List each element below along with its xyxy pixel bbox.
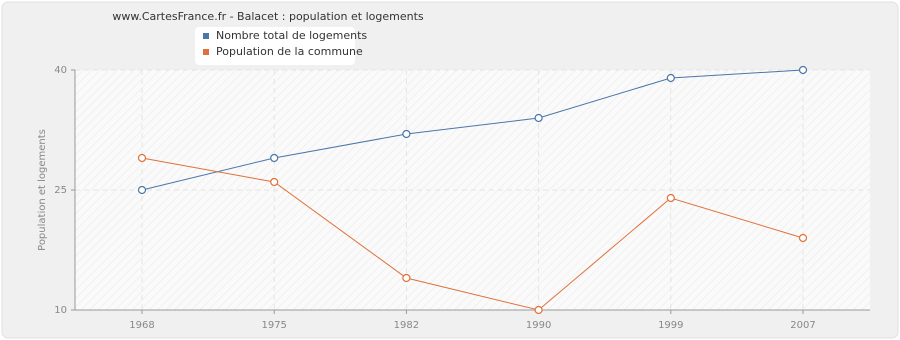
y-tick-label: 25 — [54, 185, 67, 196]
legend-swatch — [203, 33, 209, 39]
x-tick-label: 1975 — [261, 320, 286, 331]
x-tick-label: 2007 — [790, 320, 815, 331]
series-line — [141, 69, 804, 191]
y-tick-label: 10 — [54, 305, 67, 316]
legend-label: Nombre total de logements — [216, 29, 367, 42]
legend — [195, 27, 355, 65]
data-point — [137, 153, 147, 163]
data-point — [666, 193, 675, 203]
legend-swatch — [203, 49, 209, 55]
data-point — [798, 65, 808, 75]
data-point — [137, 185, 147, 195]
data-point — [666, 73, 675, 83]
data-point — [402, 273, 411, 283]
x-tick-label: 1968 — [129, 320, 154, 331]
chart-title: www.CartesFrance.fr - Balacet : populati… — [112, 10, 423, 23]
data-point — [534, 305, 543, 315]
data-point — [798, 233, 808, 243]
y-axis-label: Population et logements — [37, 129, 48, 251]
x-tick-label: 1999 — [658, 320, 683, 331]
data-point — [270, 153, 279, 163]
x-tick-label: 1990 — [526, 320, 551, 331]
x-tick-label: 1982 — [394, 320, 419, 331]
data-point — [402, 129, 411, 139]
series-line — [141, 157, 804, 311]
y-tick-label: 40 — [54, 65, 67, 76]
legend-label: Population de la commune — [216, 45, 363, 58]
data-point — [270, 177, 279, 187]
data-point — [534, 113, 543, 123]
